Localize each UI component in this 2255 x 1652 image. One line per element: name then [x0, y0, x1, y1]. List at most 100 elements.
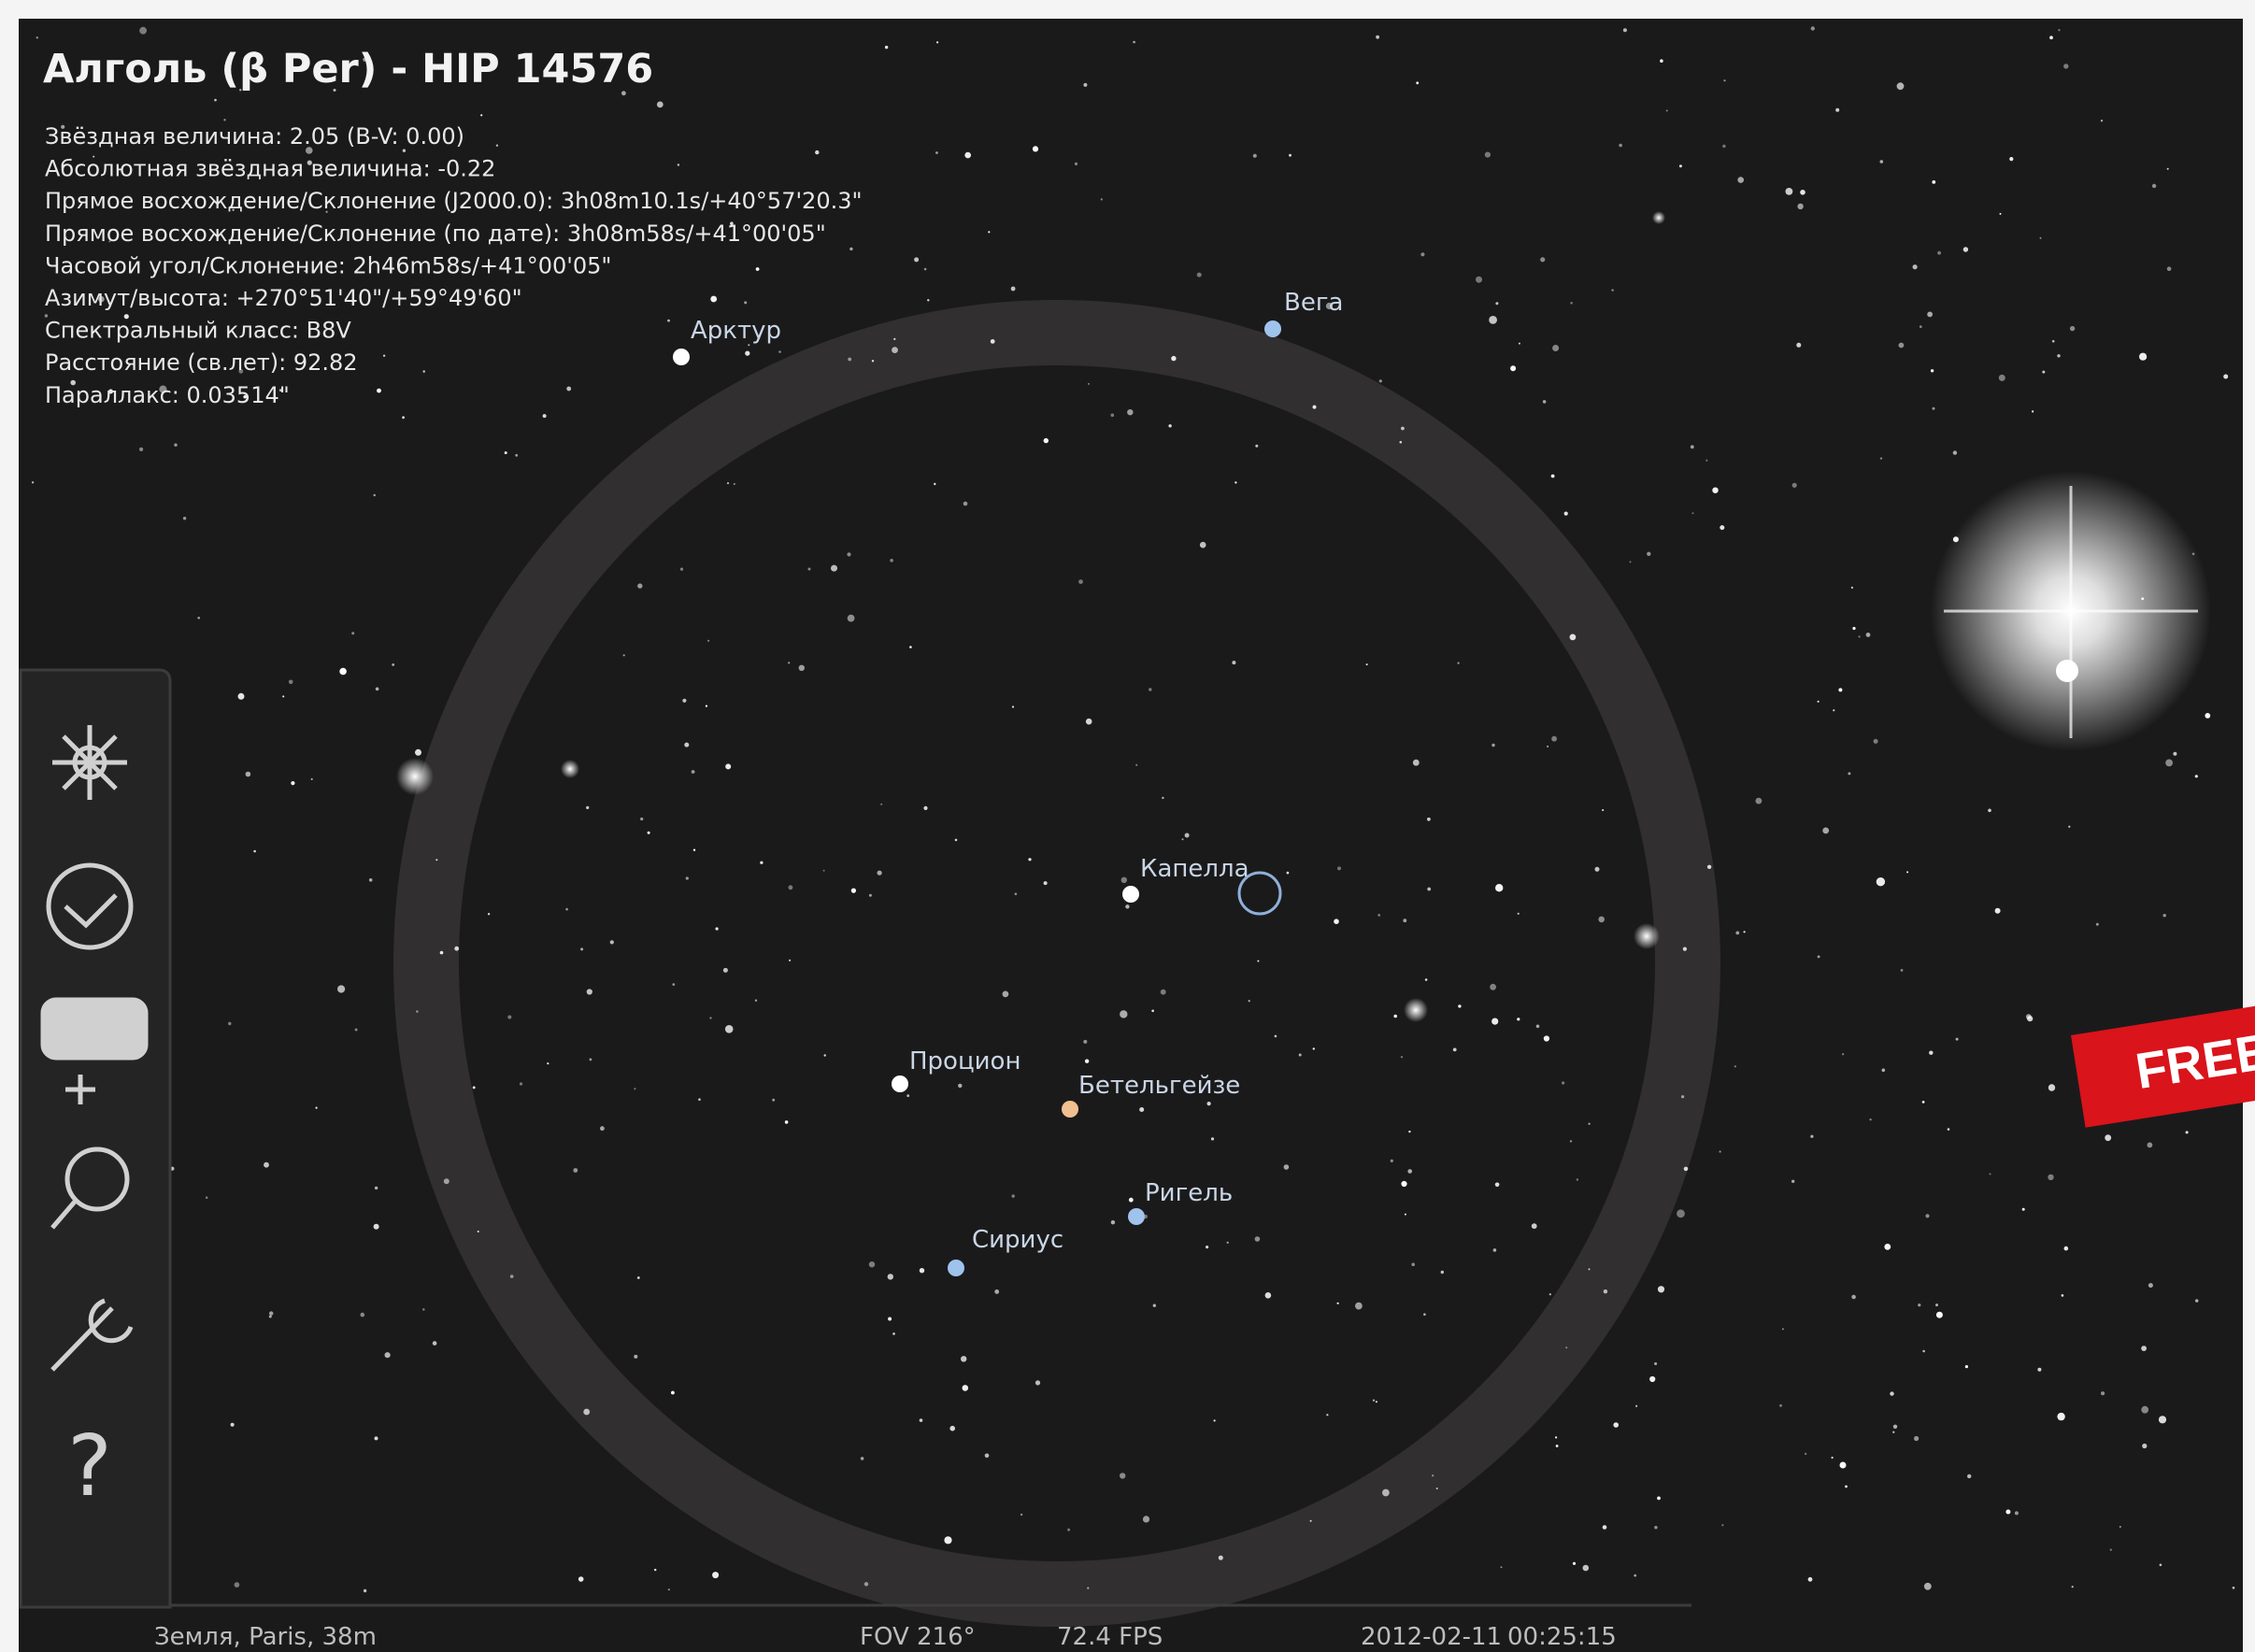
star [1491, 1018, 1498, 1025]
star [1536, 1025, 1540, 1029]
time-text[interactable]: 00:25:15 [1507, 1623, 1617, 1651]
star [610, 940, 614, 944]
star [1565, 1346, 1567, 1348]
info-line: Параллакс: 0.03514" [45, 382, 290, 408]
star [1570, 634, 1577, 641]
star [815, 150, 819, 154]
star [566, 387, 571, 392]
star [1967, 1474, 1971, 1478]
star [1413, 760, 1420, 766]
star [197, 617, 200, 620]
star [375, 1436, 378, 1440]
star [510, 1275, 514, 1278]
star [723, 968, 728, 973]
star [734, 483, 735, 485]
star [1127, 409, 1133, 415]
star [1214, 1419, 1216, 1421]
named-star [673, 349, 690, 365]
star [1476, 277, 1482, 283]
star [1493, 1248, 1497, 1252]
star [823, 870, 825, 872]
star [1832, 1457, 1834, 1459]
star [1549, 1293, 1551, 1295]
star [923, 806, 927, 810]
star [1211, 1137, 1214, 1140]
star [1143, 1516, 1149, 1522]
star [2037, 1368, 2041, 1372]
star [654, 1569, 656, 1571]
star [1925, 1214, 1929, 1218]
star [890, 559, 893, 563]
star [214, 99, 217, 102]
star-label: Сириус [972, 1226, 1063, 1254]
star [864, 1582, 868, 1586]
star [1913, 264, 1918, 269]
star [1400, 441, 1403, 444]
star [392, 663, 394, 666]
star [1845, 1486, 1848, 1488]
star [2057, 354, 2060, 357]
star [673, 983, 676, 986]
star [725, 1025, 734, 1033]
star [415, 749, 421, 756]
star [1551, 475, 1555, 478]
star [1125, 904, 1129, 908]
star [573, 1168, 578, 1173]
star [403, 150, 406, 152]
star [920, 1418, 923, 1422]
star [282, 695, 284, 697]
star [1782, 1328, 1784, 1330]
star [1619, 144, 1622, 148]
help-button[interactable]: ? [67, 1417, 112, 1516]
star [709, 1017, 711, 1018]
star [1083, 1040, 1087, 1044]
star [985, 1454, 990, 1459]
star [808, 568, 811, 571]
star [848, 615, 855, 622]
sky-viewing-button[interactable] [52, 725, 127, 800]
location-text[interactable]: Земля, Paris, 38m [154, 1623, 377, 1651]
star [383, 355, 385, 357]
star [1120, 1473, 1125, 1478]
star [1495, 1183, 1500, 1188]
star [1562, 1081, 1564, 1084]
star [1792, 483, 1797, 488]
star [927, 299, 929, 301]
star [1088, 383, 1090, 385]
star [1691, 445, 1694, 449]
bright-star [396, 758, 434, 795]
star [369, 878, 373, 882]
star [1197, 273, 1202, 278]
star [1044, 438, 1049, 443]
star [1401, 1056, 1403, 1058]
star [692, 770, 695, 774]
star [1135, 764, 1137, 766]
star [888, 1274, 893, 1279]
star [1544, 1035, 1549, 1041]
star [1869, 1118, 1871, 1120]
star [1423, 1313, 1426, 1316]
star [2119, 1526, 2121, 1528]
star [238, 693, 245, 700]
named-star [1062, 1101, 1078, 1118]
star [1067, 1529, 1070, 1531]
star [1808, 1577, 1813, 1582]
star [1391, 1160, 1393, 1162]
date-text[interactable]: 2012-02-11 [1361, 1623, 1502, 1651]
star [1604, 1289, 1607, 1293]
star [206, 1196, 208, 1199]
star [727, 482, 729, 484]
star [1313, 406, 1317, 409]
star [1485, 152, 1491, 158]
star [1015, 892, 1018, 895]
star [1012, 705, 1014, 707]
star [1684, 1167, 1689, 1172]
star [264, 1162, 269, 1168]
star [1083, 83, 1087, 87]
bright-star [1404, 998, 1428, 1022]
star [2000, 213, 2002, 215]
star [416, 1010, 419, 1013]
star [710, 296, 717, 303]
star [139, 448, 143, 451]
star [2160, 1564, 2162, 1567]
